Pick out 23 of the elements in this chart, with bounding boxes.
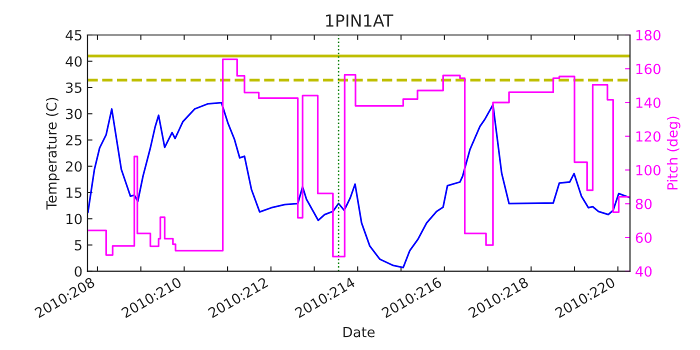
y2-tick-label: 180 xyxy=(636,30,660,40)
y-tick-label: 35 xyxy=(66,82,82,93)
y-axis-title: Temperature (C) xyxy=(46,98,60,210)
y2-tick-label: 60 xyxy=(636,232,652,243)
y2-tick-label: 120 xyxy=(636,131,660,142)
y-tick-label: 45 xyxy=(66,30,82,40)
y-tick-label: 20 xyxy=(66,161,82,172)
y-tick-label: 5 xyxy=(74,240,82,250)
line-series xyxy=(88,102,630,268)
y2-tick-label: 80 xyxy=(636,198,652,210)
y2-axis-title: Pitch (deg) xyxy=(666,116,680,190)
y2-tick-label: 160 xyxy=(636,64,660,74)
y2-tick-label: 140 xyxy=(636,97,660,108)
y-tick-label: 10 xyxy=(66,214,82,224)
y-tick-label: 15 xyxy=(66,188,82,198)
x-axis-title: Date xyxy=(344,327,375,338)
y2-tick-label: 40 xyxy=(636,266,652,277)
y2-tick-label: 100 xyxy=(636,164,660,176)
y-tick-label: 40 xyxy=(66,56,82,67)
chart-title: 1PIN1AT xyxy=(326,14,394,27)
y-tick-label: 25 xyxy=(66,134,82,146)
y-tick-label: 30 xyxy=(66,108,82,120)
y-tick-label: 0 xyxy=(74,266,82,277)
